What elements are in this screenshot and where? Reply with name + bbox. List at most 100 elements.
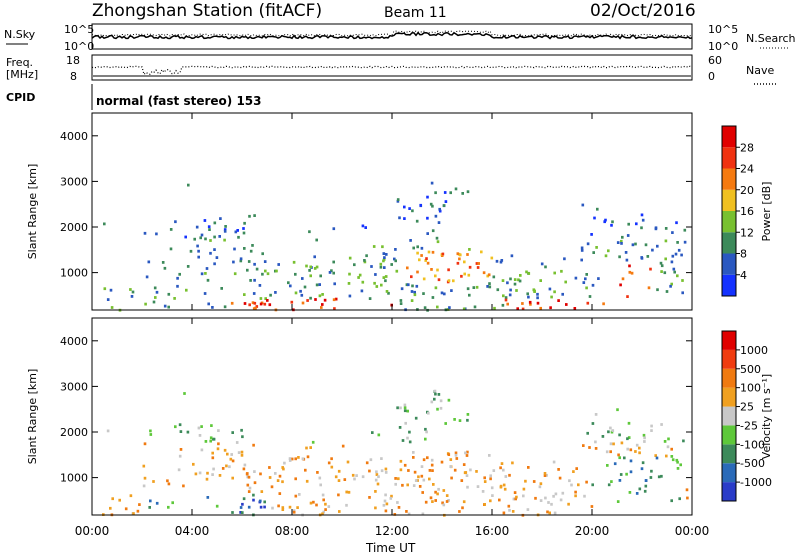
data-cell bbox=[543, 474, 547, 477]
data-cell bbox=[233, 247, 236, 251]
x-tick-label: 04:00 bbox=[175, 524, 210, 538]
data-cell bbox=[348, 256, 352, 260]
data-cell bbox=[433, 389, 437, 393]
data-cell bbox=[498, 498, 501, 502]
data-cell bbox=[319, 483, 322, 487]
data-cell bbox=[626, 447, 629, 451]
data-cell bbox=[211, 451, 214, 455]
data-cell bbox=[129, 288, 132, 291]
data-cell bbox=[464, 471, 468, 474]
data-cell bbox=[559, 498, 563, 502]
data-cell bbox=[434, 286, 438, 290]
data-cell bbox=[466, 418, 469, 422]
data-cell bbox=[174, 220, 177, 224]
data-cell bbox=[552, 460, 556, 464]
data-cell bbox=[664, 239, 668, 243]
nsearch-tick-low: 10^0 bbox=[708, 40, 738, 53]
time-axis: 00:00 04:00 08:00 12:00 16:00 20:00 00:00 bbox=[75, 524, 710, 538]
data-cell bbox=[415, 284, 419, 288]
data-cell bbox=[315, 238, 318, 242]
data-cell bbox=[504, 296, 508, 299]
data-cell bbox=[239, 259, 243, 263]
data-cell bbox=[161, 261, 165, 264]
data-cell bbox=[221, 467, 225, 470]
data-cell bbox=[380, 283, 383, 287]
data-cell bbox=[404, 421, 407, 425]
data-cell bbox=[450, 289, 453, 292]
data-cell bbox=[680, 253, 683, 257]
data-cell bbox=[347, 282, 351, 285]
colorbar-tick-label: 12 bbox=[740, 226, 754, 239]
data-cell bbox=[210, 424, 213, 427]
data-cell bbox=[330, 457, 333, 461]
data-cell bbox=[490, 256, 494, 260]
data-cell bbox=[560, 269, 563, 273]
data-cell bbox=[292, 509, 296, 513]
data-cell bbox=[424, 500, 428, 504]
data-cell bbox=[216, 447, 220, 451]
data-cell bbox=[384, 509, 388, 513]
data-cell bbox=[619, 283, 622, 287]
colorbar-swatch bbox=[722, 189, 736, 211]
data-cell bbox=[455, 457, 459, 460]
data-cell bbox=[683, 240, 687, 244]
data-cell bbox=[426, 261, 430, 265]
data-cell bbox=[681, 291, 684, 295]
data-cell bbox=[259, 297, 263, 300]
data-cell bbox=[465, 474, 469, 477]
data-cell bbox=[466, 485, 469, 489]
data-cell bbox=[204, 237, 207, 241]
data-cell bbox=[453, 418, 456, 421]
data-cell bbox=[626, 295, 629, 298]
data-cell bbox=[635, 443, 639, 447]
data-cell bbox=[405, 283, 409, 287]
data-cell bbox=[434, 392, 437, 396]
data-cell bbox=[333, 307, 336, 310]
data-cell bbox=[620, 239, 623, 243]
data-cell bbox=[245, 472, 249, 476]
data-cell bbox=[301, 457, 305, 461]
data-cell bbox=[384, 493, 387, 497]
data-cell bbox=[351, 473, 355, 477]
data-cell bbox=[477, 262, 480, 265]
data-cell bbox=[333, 282, 336, 286]
data-cell bbox=[242, 227, 245, 230]
nave-label: Nave bbox=[746, 64, 774, 77]
data-cell bbox=[241, 511, 244, 514]
data-cell bbox=[488, 454, 491, 457]
data-cell bbox=[416, 245, 419, 249]
data-cell bbox=[253, 470, 256, 473]
data-cell bbox=[550, 502, 553, 506]
data-cell bbox=[489, 499, 492, 503]
data-cell bbox=[211, 473, 214, 476]
data-cell bbox=[420, 254, 423, 257]
data-cell bbox=[330, 269, 333, 273]
data-cell bbox=[383, 256, 386, 259]
data-cell bbox=[375, 470, 378, 474]
data-cell bbox=[384, 471, 388, 474]
data-cell bbox=[192, 462, 195, 466]
data-cell bbox=[611, 429, 615, 432]
data-cell bbox=[297, 456, 300, 459]
data-cell bbox=[580, 246, 584, 250]
data-cell bbox=[394, 248, 397, 251]
data-cell bbox=[659, 261, 663, 265]
data-cell bbox=[445, 500, 449, 503]
data-cell bbox=[660, 264, 664, 268]
data-cell bbox=[502, 294, 505, 298]
data-cell bbox=[461, 506, 464, 510]
data-cell bbox=[243, 463, 247, 467]
data-cell bbox=[611, 220, 614, 224]
data-cell bbox=[436, 492, 439, 496]
data-cell bbox=[585, 273, 588, 276]
data-cell bbox=[320, 306, 323, 309]
data-cell bbox=[220, 287, 223, 290]
data-cell bbox=[538, 485, 542, 489]
data-cell bbox=[374, 478, 378, 482]
data-cell bbox=[580, 258, 583, 262]
data-cell bbox=[275, 269, 278, 273]
data-cell bbox=[154, 296, 157, 299]
data-cell bbox=[213, 248, 216, 251]
data-cell bbox=[316, 471, 319, 474]
data-cell bbox=[443, 292, 446, 296]
